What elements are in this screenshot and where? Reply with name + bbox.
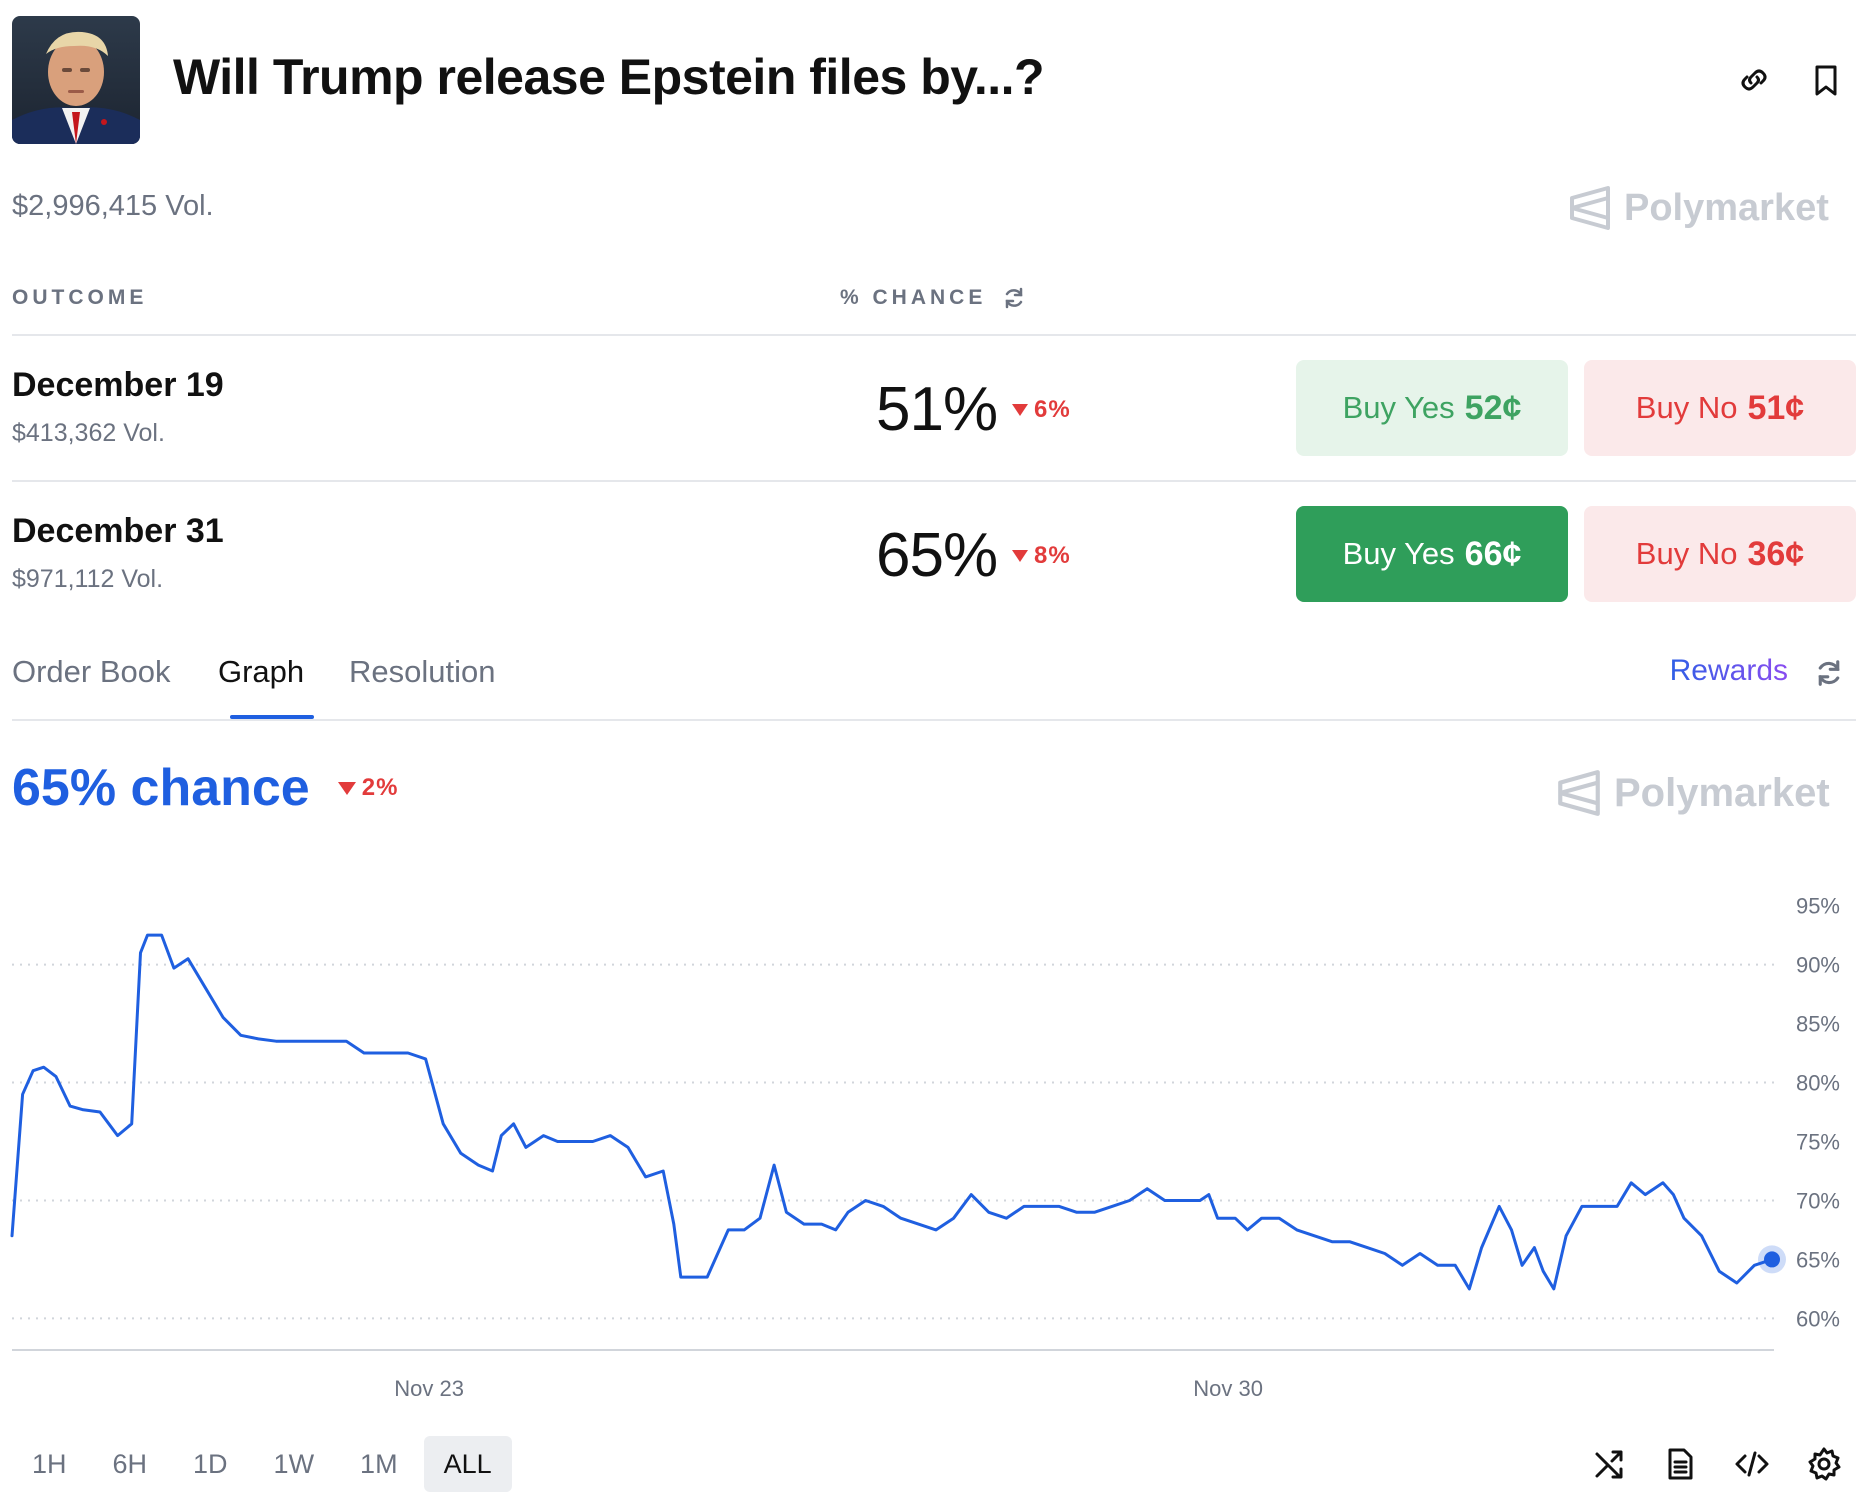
outcome-column-header: OUTCOME [12, 286, 148, 309]
range-1d[interactable]: 1D [193, 1448, 228, 1479]
time-range-selector: 1H 6H 1D 1W 1M ALL [12, 1436, 518, 1492]
market-volume: $2,996,415 Vol. [12, 190, 214, 222]
outcome-volume: $971,112 Vol. [12, 565, 164, 593]
buy-yes-button[interactable]: Buy Yes 52¢ [1296, 360, 1568, 456]
current-point[interactable] [1764, 1251, 1780, 1268]
polymarket-logo-icon [1558, 770, 1600, 816]
active-tab-indicator [230, 715, 314, 719]
polymarket-brand: Polymarket [1614, 770, 1830, 815]
document-icon[interactable] [1662, 1446, 1698, 1482]
outcome-delta: 6% [1012, 396, 1071, 424]
range-1h[interactable]: 1H [32, 1448, 67, 1479]
outcome-chance: 51% [876, 375, 998, 444]
y-tick-label: 70% [1796, 1188, 1840, 1213]
x-tick-label: Nov 23 [394, 1376, 464, 1400]
divider [12, 480, 1856, 482]
tab-graph[interactable]: Graph [218, 654, 305, 689]
down-arrow-icon [1012, 550, 1028, 562]
range-6h[interactable]: 6H [112, 1448, 148, 1479]
buy-no-price: 51¢ [1747, 388, 1805, 427]
range-1m[interactable]: 1M [360, 1448, 398, 1479]
refresh-icon[interactable] [1002, 286, 1026, 310]
chance-column-header: % CHANCE [840, 286, 1026, 310]
polymarket-logo-icon [1570, 186, 1610, 230]
outcome-delta-value: 8% [1034, 542, 1071, 569]
tab-resolution[interactable]: Resolution [349, 654, 496, 689]
link-icon[interactable] [1734, 60, 1774, 100]
outcome-volume: $413,362 Vol. [12, 419, 165, 447]
buy-no-button[interactable]: Buy No 51¢ [1584, 360, 1856, 456]
y-tick-label: 75% [1796, 1129, 1840, 1154]
outcome-name: December 19 [12, 366, 224, 404]
shuffle-icon[interactable] [1592, 1446, 1628, 1482]
chance-column-label: % CHANCE [840, 286, 987, 309]
series-line [10, 933, 1774, 1291]
outcome-name: December 31 [12, 512, 224, 550]
buy-no-label: Buy No [1635, 390, 1738, 425]
range-1w[interactable]: 1W [273, 1448, 315, 1479]
outcome-delta-value: 6% [1034, 396, 1071, 423]
buy-yes-price: 52¢ [1464, 388, 1522, 427]
market-title: Will Trump release Epstein files by...? [173, 49, 1045, 105]
outcome-chance: 65% [876, 521, 998, 590]
down-arrow-icon [1012, 404, 1028, 416]
buy-yes-label: Buy Yes [1342, 536, 1455, 571]
tab-order-book[interactable]: Order Book [12, 654, 171, 689]
x-tick-label: Nov 30 [1193, 1376, 1263, 1400]
y-tick-label: 95% [1796, 894, 1840, 919]
y-tick-label: 60% [1796, 1306, 1840, 1331]
embed-code-icon[interactable] [1734, 1446, 1770, 1482]
buy-no-button[interactable]: Buy No 36¢ [1584, 506, 1856, 602]
detail-tabs: Order Book Graph Resolution Rewards [12, 654, 1856, 720]
graph-delta: 2% [337, 774, 399, 802]
divider [12, 719, 1856, 721]
price-chart[interactable]: 95% 90% 85% 80% 75% 70% 65% 60% Nov 23 Nov 30 [0, 860, 1866, 1400]
settings-gear-icon[interactable] [1806, 1446, 1842, 1482]
buy-yes-label: Buy Yes [1342, 390, 1455, 425]
graph-chance: 65% chance [12, 759, 310, 817]
down-arrow-icon [337, 781, 356, 795]
divider [12, 334, 1856, 336]
buy-yes-button[interactable]: Buy Yes 66¢ [1296, 506, 1568, 602]
y-tick-label: 90% [1796, 953, 1840, 978]
polymarket-watermark: Polymarket [1556, 768, 1830, 818]
graph-delta-value: 2% [361, 774, 399, 801]
y-tick-label: 85% [1796, 1012, 1840, 1037]
buy-no-price: 36¢ [1747, 534, 1805, 573]
refresh-icon[interactable] [1814, 658, 1844, 688]
market-header: Will Trump release Epstein files by...? [12, 16, 1852, 144]
outcome-delta: 8% [1012, 542, 1071, 570]
graph-headline: 65% chance 2% [12, 758, 398, 818]
range-all[interactable]: ALL [423, 1436, 512, 1492]
market-avatar [12, 16, 140, 144]
polymarket-brand: Polymarket [1624, 186, 1829, 229]
bookmark-icon[interactable] [1806, 60, 1846, 100]
buy-yes-price: 66¢ [1464, 534, 1522, 573]
buy-no-label: Buy No [1635, 536, 1738, 571]
y-tick-label: 65% [1796, 1247, 1840, 1272]
polymarket-watermark: Polymarket [1568, 184, 1829, 232]
y-tick-label: 80% [1796, 1071, 1840, 1096]
rewards-link[interactable]: Rewards [1669, 654, 1788, 687]
